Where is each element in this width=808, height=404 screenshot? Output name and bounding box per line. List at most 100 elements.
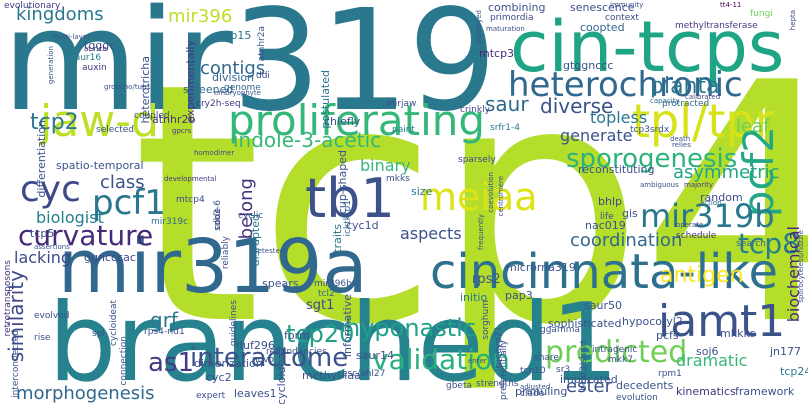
small-word: mkks — [386, 175, 410, 184]
small-word: expert — [196, 392, 225, 401]
small-word: paint — [392, 126, 415, 135]
small-word: pap3 — [505, 290, 533, 301]
small-word: reliably — [222, 236, 231, 269]
small-word: ggamma — [540, 326, 580, 335]
small-word: at-rich — [84, 46, 107, 53]
small-word: mirjaw — [386, 100, 416, 109]
small-word: interconnected — [12, 330, 21, 398]
small-word: atnhr2a — [258, 26, 267, 61]
small-word: primordia — [490, 14, 533, 23]
small-word: bcld3/short — [580, 340, 589, 391]
small-word: operate — [676, 222, 703, 229]
small-word: enter — [468, 358, 487, 365]
word-biologist: biologist — [36, 210, 104, 226]
small-word: multi-layer — [52, 34, 90, 41]
small-word: death — [670, 136, 690, 143]
small-word: gpcrs — [172, 128, 191, 135]
small-word: experimentally — [185, 40, 196, 123]
small-word: action — [700, 200, 722, 207]
small-word: kinematics — [676, 386, 736, 397]
word-lacking: lacking — [14, 250, 71, 266]
small-word: mtcp3 — [479, 48, 514, 59]
word-class: class — [100, 174, 145, 192]
small-word: disrupted — [250, 214, 261, 266]
small-word: ambiguous — [640, 182, 679, 189]
small-word: evolution — [616, 394, 658, 403]
small-word: mir319c — [151, 218, 188, 227]
small-word: nac019 — [585, 220, 626, 231]
small-word: coevolution — [488, 172, 495, 213]
small-word: gtggnccc — [563, 60, 613, 71]
small-word: tcp10 — [520, 367, 546, 376]
small-word: cry2h-seq — [196, 100, 241, 109]
small-word: auxin — [82, 64, 107, 73]
small-word: rps4-rld1 — [144, 328, 185, 337]
small-word: sorghum — [482, 300, 491, 340]
small-word: gbeta — [446, 382, 472, 391]
small-word: pcfs — [656, 330, 679, 341]
small-word: mir396b — [314, 280, 352, 289]
word-aspects: aspects — [400, 226, 462, 242]
word-saur: saur — [485, 94, 529, 114]
small-word: soj6 — [696, 346, 719, 357]
small-word: sporocyteless/nozzle — [798, 230, 805, 303]
small-word: informative — [342, 294, 353, 357]
small-word: methyl-iaa — [302, 370, 361, 381]
small-word: intragenic — [592, 346, 637, 355]
small-word: saur16 — [70, 54, 101, 63]
small-word: sparsely — [458, 156, 496, 165]
word-binary: binary — [360, 158, 411, 174]
small-word: differentiation — [36, 120, 47, 198]
word-indole-3-acetic: indole-3-acetic — [233, 130, 381, 150]
small-word: retested — [255, 248, 284, 255]
small-word: relies — [672, 142, 691, 149]
word-leaf: leaf — [736, 118, 769, 136]
small-word: dimerization — [194, 358, 263, 369]
small-word: methyltransferase — [675, 22, 758, 31]
small-word: jn177 — [770, 346, 801, 357]
small-word: retrotransposons — [4, 260, 13, 337]
small-word: tcp15 — [220, 30, 251, 41]
small-word: framework — [735, 386, 794, 397]
small-word: maturation — [486, 26, 525, 33]
small-word: clade — [520, 390, 544, 399]
small-word: form — [284, 330, 310, 341]
small-word: adjusted — [520, 384, 550, 391]
small-word: developmental — [164, 176, 216, 183]
small-word: ddi — [256, 72, 270, 81]
small-word: tt4-11 — [720, 2, 741, 9]
word-cyc: cyc — [20, 172, 81, 208]
word-asymmetric: asymmetric — [673, 164, 780, 182]
small-word: spl — [92, 330, 105, 339]
small-word: decedents — [616, 380, 673, 391]
small-word: sr3 — [556, 366, 570, 375]
small-word: ggncccac — [84, 252, 136, 263]
small-word: spatio-temporal — [56, 160, 144, 171]
small-word: combining — [488, 2, 546, 13]
small-word: saur14 — [356, 350, 394, 361]
word-hyponastic: hyponastic — [345, 316, 476, 340]
small-word: division — [212, 72, 254, 83]
small-word: traits — [332, 224, 343, 253]
small-word: evolutionary — [4, 2, 60, 11]
small-word: immunity — [610, 2, 643, 9]
small-word: fungi — [750, 10, 773, 19]
small-word: share — [534, 354, 559, 363]
small-word: size — [411, 186, 432, 197]
small-word: crinkly — [460, 106, 490, 115]
small-word: tcp3srdx — [630, 126, 669, 135]
small-word: tcp24 — [780, 366, 808, 377]
small-word: assertions — [34, 244, 70, 251]
word-as1: as1 — [148, 350, 194, 376]
small-word: schedule — [676, 232, 716, 241]
word-topless: topless — [590, 110, 647, 126]
small-word: gis — [622, 208, 638, 219]
small-word: sdb3-6 — [214, 200, 223, 231]
small-word: atnhr2b — [152, 114, 196, 125]
word-coordination: coordination — [570, 232, 682, 250]
small-word: spears — [262, 278, 298, 289]
small-word: hepta — [790, 10, 797, 30]
word-rps2: rps2 — [472, 273, 501, 286]
small-word: mkkks — [720, 328, 756, 339]
